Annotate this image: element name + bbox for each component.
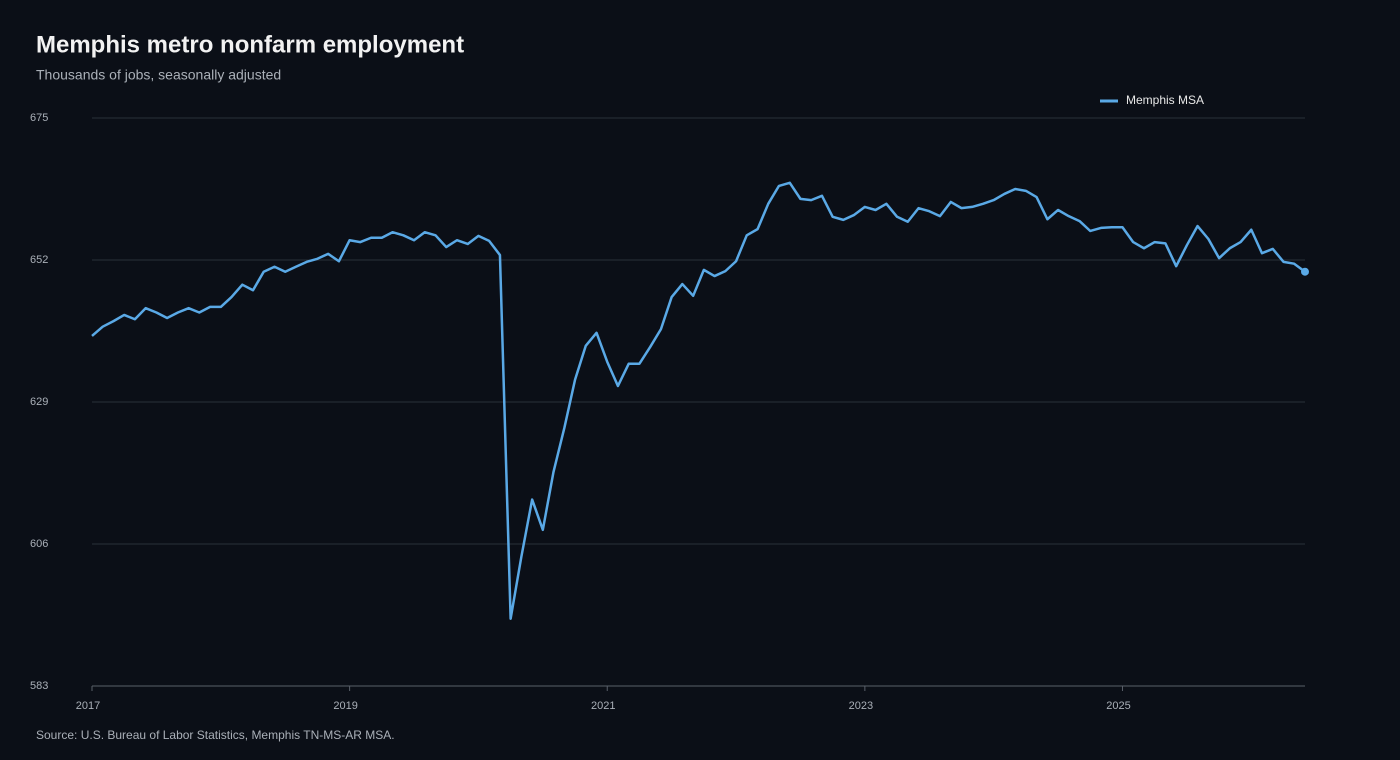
x-tick-label: 2017 bbox=[76, 700, 100, 712]
y-tick-label: 652 bbox=[30, 254, 48, 266]
legend-label: Memphis MSA bbox=[1126, 93, 1204, 107]
y-tick-label: 606 bbox=[30, 538, 48, 550]
source-note: Source: U.S. Bureau of Labor Statistics,… bbox=[36, 728, 395, 742]
x-tick-label: 2021 bbox=[591, 700, 615, 712]
chart-subtitle: Thousands of jobs, seasonally adjusted bbox=[36, 67, 281, 83]
x-tick-label: 2019 bbox=[333, 700, 357, 712]
x-tick-label: 2025 bbox=[1106, 700, 1130, 712]
y-tick-label: 629 bbox=[30, 396, 48, 408]
data-line bbox=[91, 181, 1306, 620]
x-tick-label: 2023 bbox=[849, 700, 873, 712]
end-point bbox=[1301, 267, 1309, 276]
chart-title: Memphis metro nonfarm employment bbox=[36, 31, 464, 58]
y-tick-label: 675 bbox=[30, 112, 48, 124]
y-tick-label: 583 bbox=[30, 680, 48, 692]
